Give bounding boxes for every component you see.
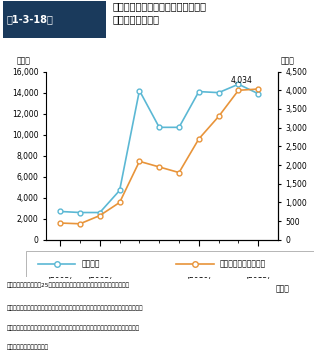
Text: (2010): (2010) [186,271,212,280]
Text: 学校長などを相手方とするものである。いじめを行ったとされる子どもを相手方: 学校長などを相手方とするものである。いじめを行ったとされる子どもを相手方 [7,325,140,330]
Text: （年）: （年） [276,284,290,293]
Text: 学校におけるいじめに関する人権相
談・人権侵犯事件: 学校におけるいじめに関する人権相 談・人権侵犯事件 [113,1,207,24]
Text: 17: 17 [95,257,105,266]
Text: 25: 25 [254,257,263,266]
Text: 4,034: 4,034 [230,76,252,84]
Text: (2013): (2013) [246,271,271,280]
Text: 第1-3-18図: 第1-3-18図 [7,14,54,24]
Text: （注）ここでいう「人権侵犯事件」とは、いじめに対する学校側の安全配慮義務を問い: （注）ここでいう「人権侵犯事件」とは、いじめに対する学校側の安全配慮義務を問い [7,305,143,311]
Text: 22: 22 [194,257,204,266]
Text: (2003): (2003) [48,271,73,280]
Bar [3,1,106,38]
Text: （件）: （件） [16,56,30,65]
Text: とするものではない。: とするものではない。 [7,344,49,350]
Text: （件）: （件） [280,56,294,65]
Text: 人権相談: 人権相談 [81,260,100,268]
Text: （出典）法務省「平成25年中の「人権侵犯事件」の状況について（概要）」: （出典）法務省「平成25年中の「人権侵犯事件」の状況について（概要）」 [7,283,130,289]
Text: 人権侵犯事件（右軸）: 人権侵犯事件（右軸） [219,260,266,268]
Text: 平成 15: 平成 15 [50,257,71,266]
Text: (2005): (2005) [87,271,113,280]
